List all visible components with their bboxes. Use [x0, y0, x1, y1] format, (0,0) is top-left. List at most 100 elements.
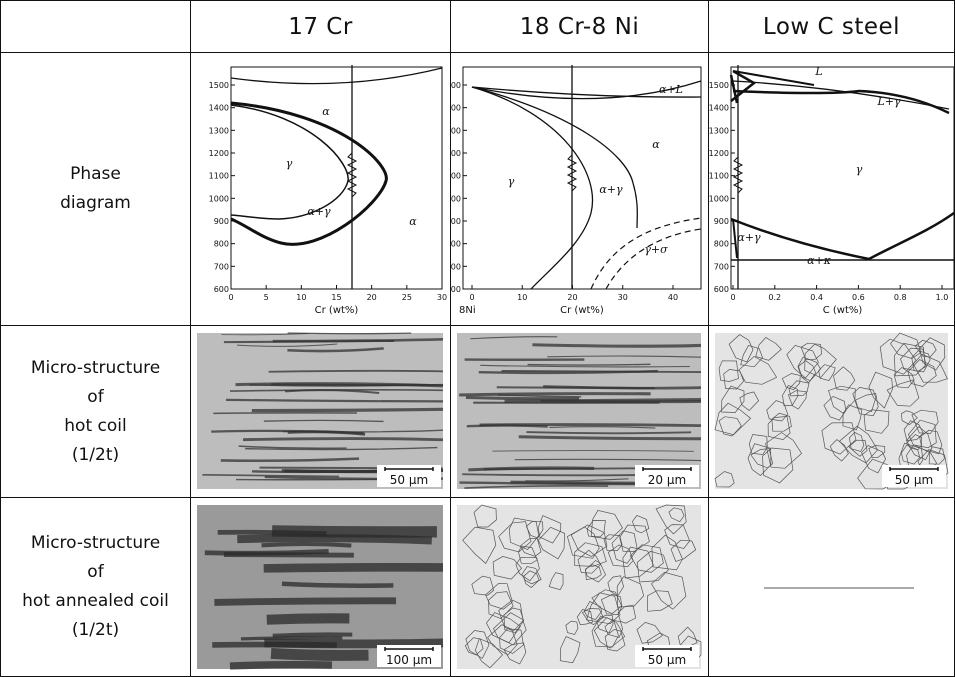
grain — [914, 339, 937, 358]
region-label: α+γ — [599, 183, 623, 196]
row-label: Micro-structure of hot coil (1/2t) — [1, 326, 191, 498]
grain — [668, 507, 685, 523]
y-tick-label: 1500 — [709, 81, 729, 90]
scale-box — [882, 465, 946, 487]
micrograph-cell: 50 μm — [191, 326, 451, 498]
y-tick-label: 900 — [214, 217, 229, 226]
streak — [213, 412, 357, 415]
grain — [762, 447, 794, 484]
grain — [823, 395, 847, 421]
row-label-line: of — [87, 562, 104, 582]
row-label-line: Micro-structure — [30, 357, 161, 378]
micrograph-cell: 20 μm — [451, 326, 709, 498]
row-label-line: hot coil — [64, 415, 127, 436]
grain — [586, 520, 606, 538]
scale-bar — [384, 467, 434, 471]
scale-label: 20 μm — [648, 473, 686, 487]
x-axis-label: Cr (wt%) — [560, 305, 604, 316]
streak — [465, 395, 580, 401]
streak — [492, 450, 694, 452]
grain — [593, 617, 626, 649]
column-header: 17 Cr — [191, 1, 451, 53]
x-tick-label: 5 — [264, 293, 269, 302]
scale-bar — [642, 647, 692, 651]
grain — [565, 620, 579, 635]
grain — [566, 526, 600, 559]
grain — [604, 619, 623, 638]
y-tick-label: 1100 — [209, 172, 229, 181]
micrograph: 50 μm — [457, 504, 702, 669]
x-axis-label: C (wt%) — [823, 305, 863, 316]
streak — [251, 407, 444, 413]
grain — [879, 338, 917, 375]
streak — [514, 458, 702, 462]
grain — [591, 589, 623, 615]
row-label-line: hot annealed coil — [22, 591, 169, 611]
phase-diagram: 600 700 800 900 1000 1100 1200 1300 1400 1500 0 10 2… — [451, 65, 702, 316]
streak — [270, 647, 369, 661]
row-label: Phase diagram — [1, 53, 191, 326]
x-tick-label: 20 — [367, 293, 377, 302]
grain — [907, 359, 937, 387]
y-tick-label: 1200 — [709, 149, 729, 158]
grain — [786, 344, 819, 379]
streak — [245, 446, 438, 451]
grain — [559, 636, 581, 664]
y-tick-label: 1200 — [209, 149, 229, 158]
micrograph: 50 μm — [714, 332, 949, 490]
x-tick-label: 0 — [469, 293, 474, 302]
y-tick-label: 1300 — [709, 126, 729, 135]
grain — [893, 366, 915, 389]
grain — [740, 344, 763, 368]
grain — [616, 576, 645, 608]
grain — [863, 409, 890, 434]
region-label: α — [322, 105, 330, 118]
y-tick-label: 600 — [714, 285, 729, 294]
grain — [591, 615, 619, 648]
grain — [905, 426, 933, 461]
scale-label: 100 μm — [386, 653, 432, 667]
region-label: γ — [508, 175, 515, 188]
scale-label: 50 μm — [648, 653, 686, 667]
grain — [603, 534, 623, 551]
streak — [527, 363, 651, 366]
grain — [537, 526, 566, 560]
row-label-line: Phase — [70, 164, 121, 184]
streak — [466, 424, 548, 428]
streak — [237, 343, 338, 347]
region-label: γ — [286, 157, 293, 170]
x-tick-label: 40 — [668, 293, 678, 302]
grain — [474, 638, 504, 669]
grain — [590, 510, 623, 540]
grain — [577, 549, 601, 574]
streak — [464, 485, 609, 489]
grain — [492, 556, 523, 580]
region-label: α+γ — [307, 205, 331, 218]
grain — [714, 471, 735, 488]
y-tick-label: 600 — [214, 285, 229, 294]
region-label: α+γ — [737, 231, 761, 244]
micrograph-cell: 50 μm — [709, 326, 954, 498]
grain — [651, 571, 687, 610]
streak — [480, 364, 690, 368]
grain — [586, 592, 621, 625]
grain — [519, 538, 542, 557]
grain — [655, 504, 687, 535]
y-tick-label: 1400 — [451, 104, 461, 113]
x-tick-label: 10 — [517, 293, 527, 302]
streak — [226, 398, 444, 403]
grain — [739, 391, 760, 411]
grain — [647, 590, 673, 612]
grain — [574, 542, 607, 567]
grain — [750, 448, 774, 469]
streak — [204, 548, 329, 556]
grain — [636, 622, 663, 644]
y-tick-label: 600 — [451, 285, 461, 294]
grain — [821, 422, 857, 455]
grain — [857, 458, 892, 490]
streak — [266, 613, 350, 625]
streak — [543, 385, 702, 390]
y-tick-label: 800 — [214, 240, 229, 249]
micrograph: 50 μm — [197, 332, 444, 489]
scale-label: 50 μm — [390, 473, 428, 487]
